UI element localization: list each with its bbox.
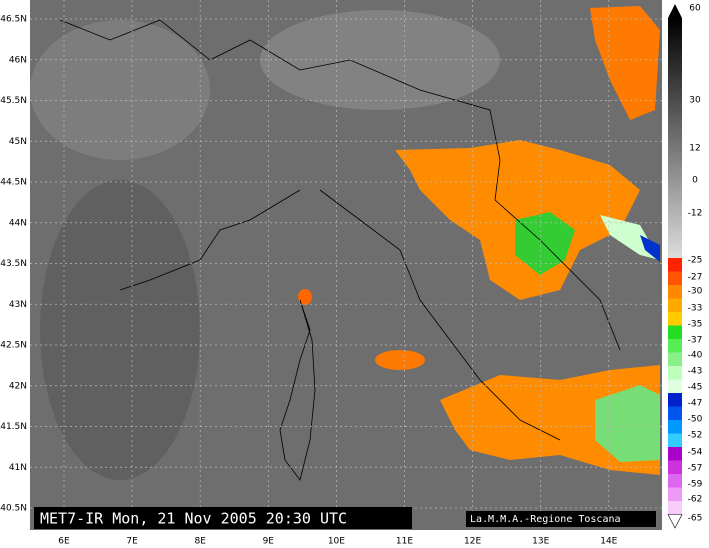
scale-step — [668, 366, 682, 380]
cold-cloud — [595, 385, 660, 462]
scale-label: -50 — [688, 415, 703, 425]
scale-step — [668, 379, 682, 393]
lat-label: 41.5N — [0, 422, 27, 432]
scale-label: -59 — [688, 480, 703, 490]
scale-step — [668, 312, 682, 326]
lat-label: 42.5N — [0, 341, 27, 351]
scale-step — [668, 501, 682, 515]
lat-label: 41N — [9, 463, 27, 473]
lon-label: 6E — [58, 537, 70, 547]
scale-label: -57 — [688, 464, 703, 474]
lat-label: 43N — [9, 300, 27, 310]
scale-step — [668, 271, 682, 285]
scale-step — [668, 406, 682, 420]
scale-step — [668, 298, 682, 312]
lat-label: 45N — [9, 137, 27, 147]
credit: La.M.M.A.-Regione Toscana — [470, 514, 621, 525]
scale-step — [668, 285, 682, 299]
lon-label: 12E — [464, 537, 481, 547]
scale-label: -37 — [688, 336, 703, 346]
scale-label: -30 — [688, 287, 703, 297]
scale-step — [668, 325, 682, 339]
scale-tip — [667, 514, 683, 529]
scale-label: -27 — [688, 273, 703, 283]
scale-step — [668, 433, 682, 447]
scale-step — [668, 258, 682, 272]
graticule: 46.5N 46N 45.5N 45N 44.5N 44N 43.5N 43N 42.5N 42N… — [0, 0, 662, 547]
cold-cloud — [515, 212, 575, 275]
scale-label: -40 — [688, 351, 703, 361]
scale-label: -25 — [688, 256, 703, 266]
scale-label: -65 — [688, 514, 703, 524]
scale-step — [668, 474, 682, 488]
cold-cloud — [640, 235, 660, 262]
scale-label: -45 — [688, 383, 703, 393]
scale-label: -54 — [688, 448, 703, 458]
scale-label: -33 — [688, 304, 703, 314]
lat-label: 40.5N — [0, 504, 27, 514]
cloud — [40, 180, 200, 480]
lon-label: 10E — [328, 537, 345, 547]
scale-gray — [668, 18, 682, 258]
scale-step — [668, 339, 682, 353]
coast — [59, 19, 621, 351]
scale-label: -35 — [688, 320, 703, 330]
lat-label: 45.5N — [0, 96, 27, 106]
cold-cloud — [590, 6, 660, 120]
scale-label: -52 — [688, 431, 703, 441]
scale-label: 30 — [689, 96, 701, 106]
lat-label: 43.5N — [0, 259, 27, 269]
scale-step — [668, 447, 682, 461]
scale-label: 60 — [689, 4, 701, 14]
lat-label: 46N — [9, 55, 27, 65]
scale-step — [668, 420, 682, 434]
lat-label: 42N — [9, 381, 27, 391]
lon-label: 13E — [532, 537, 549, 547]
caption: MET7-IR Mon, 21 Nov 2005 20:30 UTC — [40, 510, 347, 528]
scale-label: 12 — [689, 144, 700, 154]
lat-label: 44.5N — [0, 178, 27, 188]
cloud — [30, 20, 210, 160]
lon-label: 8E — [194, 537, 206, 547]
scale-tip — [668, 4, 682, 18]
lon-label: 9E — [263, 537, 275, 547]
scale-label: -62 — [688, 495, 703, 505]
scale-step — [668, 460, 682, 474]
island — [279, 299, 316, 481]
lat-label: 44N — [9, 218, 27, 228]
color-scale: 60 30 12 0 -12 -25 -27 -30 -33 -35 -37 -40 -43 -45 -47… — [667, 4, 703, 529]
scale-label: -12 — [688, 209, 703, 219]
lon-label: 11E — [396, 537, 413, 547]
lat-label: 46.5N — [0, 15, 27, 25]
coastlines — [59, 19, 621, 481]
cold-cloud — [298, 289, 312, 305]
scale-step — [668, 393, 682, 407]
coast — [319, 189, 561, 441]
caption-box — [34, 507, 412, 529]
lon-label: 14E — [600, 537, 617, 547]
scale-step — [668, 352, 682, 366]
scale-label: -43 — [688, 367, 703, 377]
scale-step — [668, 487, 682, 501]
cold-cloud — [375, 350, 425, 370]
credit-box — [466, 511, 656, 527]
lon-label: 7E — [126, 537, 138, 547]
scale-label: 0 — [692, 176, 698, 186]
scale-label: -47 — [688, 399, 703, 409]
